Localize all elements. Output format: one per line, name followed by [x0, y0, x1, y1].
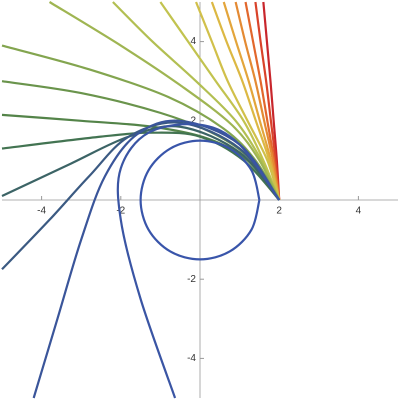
y-tick-label: 4 — [190, 36, 196, 47]
curve — [1, 121, 281, 271]
curve — [112, 1, 281, 201]
curve — [32, 119, 281, 399]
y-tick-label: 2 — [190, 115, 196, 126]
curve — [1, 44, 281, 201]
curve — [222, 1, 281, 201]
curve — [1, 113, 281, 201]
x-tick-label: 2 — [276, 206, 282, 217]
curve — [116, 123, 281, 399]
y-tick-label: -4 — [187, 353, 196, 364]
curve — [254, 1, 281, 201]
x-tick-label: -2 — [116, 206, 125, 217]
curve — [1, 125, 281, 201]
curve — [210, 1, 281, 201]
curve — [234, 1, 281, 201]
y-tick-label: -2 — [187, 274, 196, 285]
x-tick-label: -4 — [37, 206, 46, 217]
curve — [195, 1, 281, 201]
curve — [48, 1, 281, 201]
curve — [159, 1, 281, 201]
curve — [139, 139, 261, 261]
x-tick-label: 4 — [356, 206, 362, 217]
